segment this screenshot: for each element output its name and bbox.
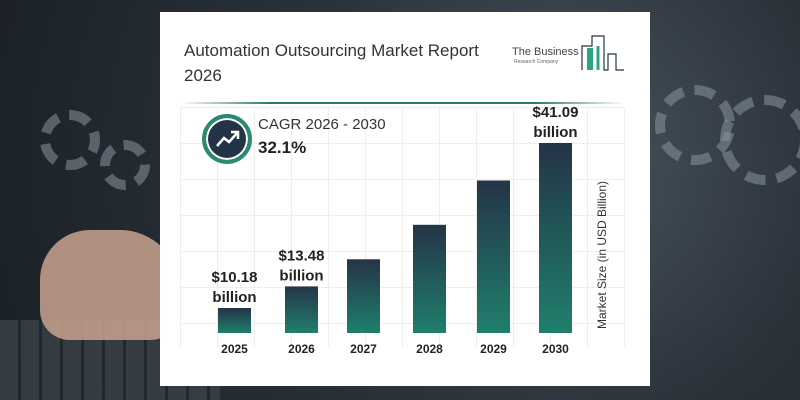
data-label: billion [279, 267, 323, 284]
report-card: Automation Outsourcing Market Report 202… [160, 12, 650, 386]
x-tick-label: 2029 [480, 342, 507, 356]
trend-up-arrow-icon [202, 114, 252, 164]
bar-chart: 2025 2026 2027 2028 2029 2030 $10.18 billion $13… [212, 104, 579, 356]
background-hand [40, 230, 180, 340]
cagr-value: 32.1% [258, 138, 307, 157]
x-tick-label: 2030 [542, 342, 569, 356]
bar-2027 [347, 259, 380, 333]
x-tick-label: 2025 [221, 342, 248, 356]
data-label: $13.48 [279, 247, 325, 264]
bar-2030 [539, 143, 572, 333]
data-label: $10.18 [212, 269, 258, 286]
bar-2029 [477, 180, 510, 333]
background-gear-icon [100, 140, 150, 190]
cagr-label: CAGR 2026 - 2030 [258, 116, 386, 133]
bar-2025 [218, 308, 251, 333]
bar-2026 [285, 286, 318, 333]
logo-subtext: Research Company [514, 59, 559, 65]
data-label: billion [533, 124, 577, 141]
logo-bars-icon [581, 35, 624, 71]
divider [180, 102, 625, 104]
page-title: Automation Outsourcing Market Report 202… [184, 41, 479, 85]
background-gear-icon [40, 110, 100, 170]
data-label: $41.09 [533, 104, 579, 121]
x-tick-label: 2028 [416, 342, 443, 356]
data-label: billion [212, 289, 256, 306]
logo-text: The Business [512, 46, 579, 58]
y-axis-label-text: Market Size (in USD Billion) [595, 180, 609, 330]
x-tick-label: 2027 [350, 342, 377, 356]
background-gear-icon [720, 95, 800, 185]
x-tick-label: 2026 [288, 342, 315, 356]
bar-2028 [413, 224, 446, 333]
company-logo: The Business Research Company [512, 34, 624, 74]
